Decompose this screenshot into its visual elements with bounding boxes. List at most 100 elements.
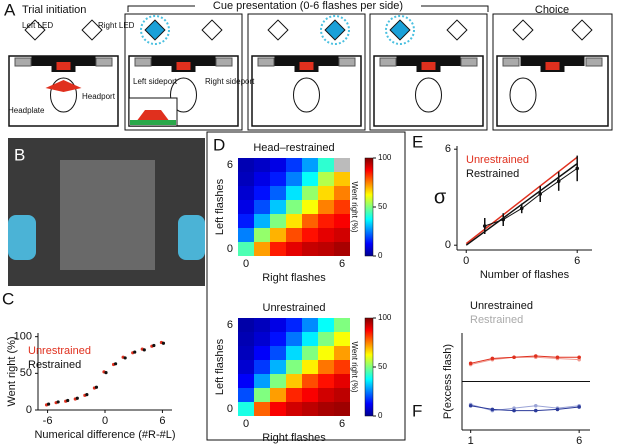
- colorbar-tick-label: 100: [378, 153, 392, 162]
- x-tick-label: 6: [159, 415, 165, 427]
- cell: [334, 200, 350, 214]
- y-tick-label: 6: [227, 159, 233, 171]
- led: [446, 19, 468, 41]
- cell: [270, 158, 286, 172]
- line: [470, 404, 580, 412]
- cell: [318, 172, 334, 186]
- box-frame: [492, 13, 613, 131]
- cell: [334, 346, 350, 360]
- cell: [302, 242, 318, 256]
- point: [94, 385, 99, 389]
- cell: [238, 186, 254, 200]
- inset-floor: [130, 120, 176, 125]
- sideport: [338, 57, 356, 67]
- cell: [270, 214, 286, 228]
- diagram-label: Headplate: [8, 106, 45, 115]
- cell: [270, 228, 286, 242]
- cell: [318, 228, 334, 242]
- cell: [318, 318, 334, 332]
- cell: [334, 360, 350, 374]
- heatmap-title: Head–restrained: [253, 142, 334, 154]
- led: [267, 19, 289, 41]
- cell: [334, 214, 350, 228]
- cell: [286, 200, 302, 214]
- cell: [334, 172, 350, 186]
- panel-label: E: [412, 132, 423, 151]
- x-tick-label: 0: [243, 418, 249, 430]
- cell: [254, 402, 270, 416]
- cell: [302, 402, 318, 416]
- cell: [270, 402, 286, 416]
- cell: [302, 158, 318, 172]
- led: [571, 19, 593, 41]
- x-tick-label: -6: [43, 415, 53, 427]
- box-frame: [247, 13, 366, 131]
- point: [555, 407, 560, 412]
- cell: [302, 200, 318, 214]
- point: [161, 341, 166, 345]
- led-glow: [320, 15, 350, 45]
- x-tick-label: 0: [463, 255, 469, 267]
- cell: [318, 332, 334, 346]
- photo-detail: [8, 215, 36, 260]
- cell: [318, 374, 334, 388]
- sideport: [215, 57, 233, 67]
- point: [533, 403, 538, 408]
- cell: [286, 228, 302, 242]
- led: [24, 19, 46, 41]
- cell: [254, 200, 270, 214]
- y-tick-label: 6: [227, 319, 233, 331]
- cell: [238, 158, 254, 172]
- point: [490, 407, 495, 412]
- led: [324, 19, 346, 41]
- x-axis-label: Right flashes: [262, 432, 326, 444]
- cell: [302, 360, 318, 374]
- point: [104, 371, 108, 375]
- cell: [286, 332, 302, 346]
- led: [81, 19, 103, 41]
- colorbar-tick-label: 50: [378, 362, 387, 371]
- y-tick-label: 0: [26, 404, 32, 416]
- cell: [238, 402, 254, 416]
- mouse: [293, 77, 320, 113]
- led-glow: [385, 15, 415, 45]
- cell: [286, 214, 302, 228]
- cell: [302, 346, 318, 360]
- y-axis-label: P(excess flash): [442, 344, 454, 419]
- colorbar-tick-label: 100: [378, 313, 392, 322]
- photo-detail: [60, 160, 155, 270]
- cell: [286, 402, 302, 416]
- photo-detail: [178, 215, 205, 260]
- cell: [238, 318, 254, 332]
- point: [133, 350, 137, 354]
- led: [512, 19, 534, 41]
- point: [512, 355, 516, 360]
- x-tick-label: 0: [102, 415, 108, 427]
- cell: [334, 388, 350, 402]
- stage-title: Choice: [535, 4, 569, 16]
- legend-entry: Restrained: [470, 314, 523, 326]
- panel-label: D: [213, 135, 225, 154]
- cell: [270, 332, 286, 346]
- led: [201, 19, 223, 41]
- cell: [254, 360, 270, 374]
- point: [142, 348, 146, 352]
- cell: [318, 158, 334, 172]
- y-tick-label: 50: [20, 367, 32, 379]
- cell: [238, 172, 254, 186]
- sideport: [502, 57, 520, 67]
- led: [389, 19, 411, 41]
- cell: [286, 242, 302, 256]
- headplate: [45, 80, 82, 92]
- point: [533, 354, 538, 358]
- cell: [254, 228, 270, 242]
- panel-frame: [206, 131, 406, 441]
- point: [66, 398, 70, 403]
- cell: [302, 332, 318, 346]
- x-tick-label: 6: [576, 435, 582, 445]
- cell: [254, 242, 270, 256]
- cell: [238, 346, 254, 360]
- cell: [238, 374, 254, 388]
- mouse: [509, 77, 537, 113]
- cell: [286, 318, 302, 332]
